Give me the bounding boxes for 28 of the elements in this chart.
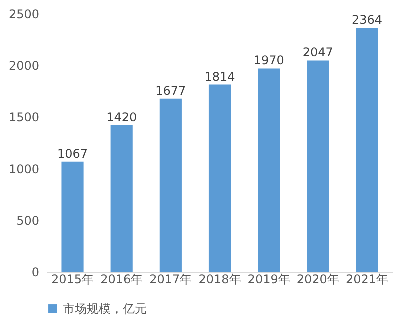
data-label: 1067 bbox=[57, 146, 88, 161]
bar bbox=[208, 84, 232, 272]
data-label: 1420 bbox=[106, 110, 138, 124]
x-tick-label: 2020年 bbox=[296, 272, 340, 286]
data-label: 1814 bbox=[204, 70, 236, 84]
data-label: 2364 bbox=[352, 13, 383, 28]
y-tick-label: 2500 bbox=[8, 8, 40, 22]
x-tick-label: 2018年 bbox=[198, 272, 242, 286]
y-tick-label: 1000 bbox=[8, 162, 40, 176]
bar bbox=[356, 28, 378, 272]
bar bbox=[258, 68, 280, 272]
data-label: 1677 bbox=[156, 84, 186, 98]
x-tick-label: 2021年 bbox=[346, 272, 389, 286]
bar bbox=[62, 162, 84, 272]
data-label: 2047 bbox=[302, 46, 334, 60]
y-tick-label: 1500 bbox=[8, 110, 40, 125]
legend-label: 市场规模，亿元 bbox=[63, 302, 147, 316]
y-tick-label: 2000 bbox=[8, 59, 40, 74]
x-tick-label: 2015年 bbox=[51, 272, 94, 286]
data-label: 1970 bbox=[254, 54, 284, 68]
x-tick-label: 2019年 bbox=[248, 272, 290, 286]
x-tick-label: 2017年 bbox=[150, 272, 192, 286]
bar bbox=[160, 98, 182, 272]
y-tick-label: 500 bbox=[16, 214, 40, 228]
y-tick-label: 0 bbox=[32, 266, 40, 280]
bar bbox=[307, 60, 330, 272]
x-tick-label: 2016年 bbox=[100, 272, 144, 286]
bar bbox=[110, 125, 133, 272]
